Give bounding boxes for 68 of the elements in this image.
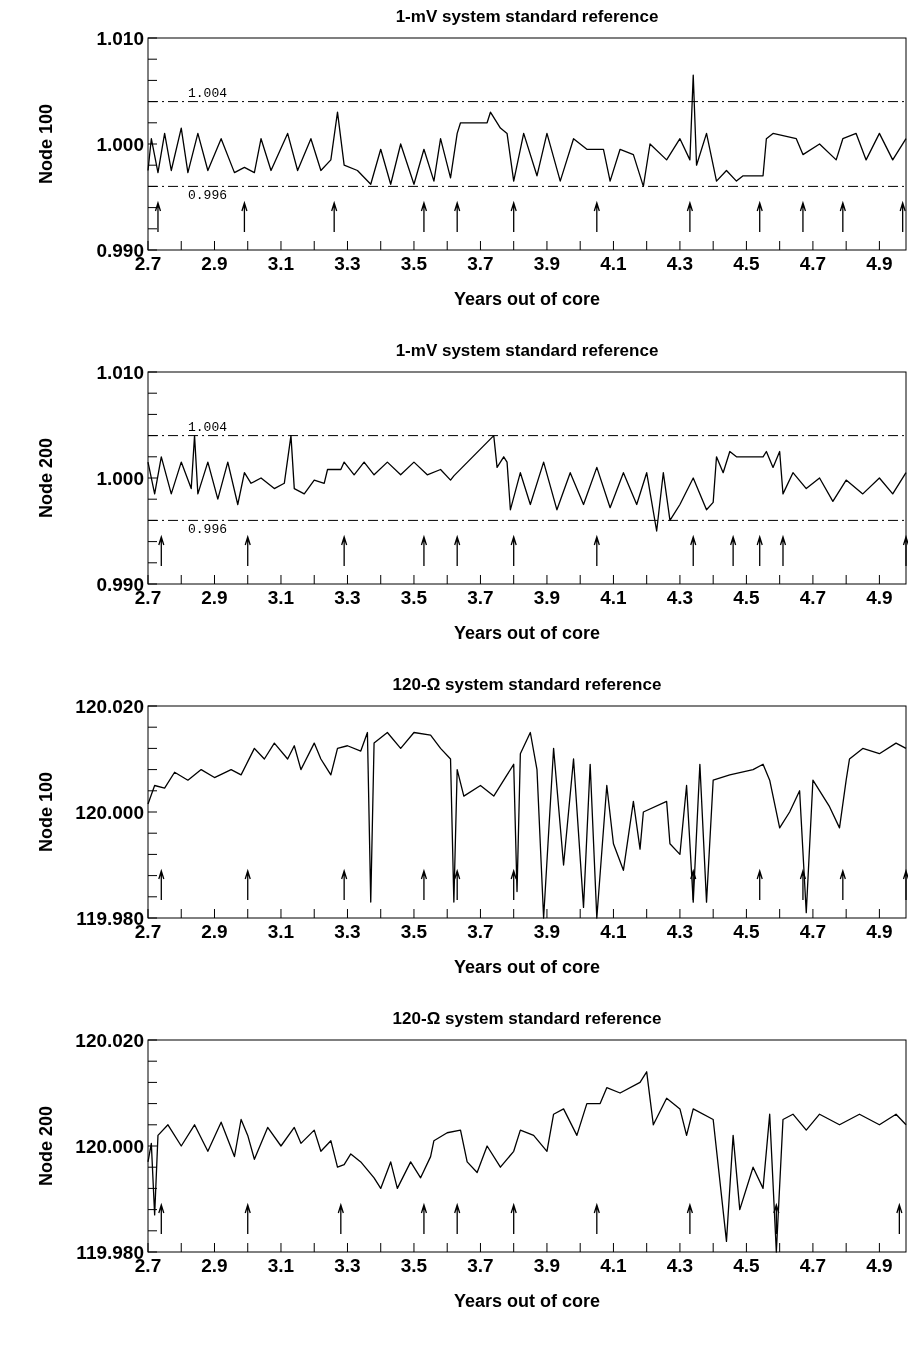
y-tick-label: 120.020 xyxy=(75,696,144,717)
x-axis-title: Years out of core xyxy=(453,289,601,309)
x-tick-label: 3.5 xyxy=(400,253,428,274)
x-tick-label: 3.7 xyxy=(467,253,494,274)
x-tick-label: 4.3 xyxy=(666,587,694,608)
x-tick-label: 4.9 xyxy=(866,921,893,942)
x-tick-label: 4.5 xyxy=(733,587,761,608)
x-tick-label: 4.5 xyxy=(733,253,761,274)
y-tick-label: 1.010 xyxy=(96,362,144,383)
x-tick-label: 3.5 xyxy=(400,1255,428,1276)
x-tick-label: 4.1 xyxy=(600,921,628,942)
ref-line-label: 0.996 xyxy=(188,522,228,538)
x-tick-label: 4.3 xyxy=(666,253,694,274)
x-tick-label: 3.5 xyxy=(400,921,428,942)
x-tick-label: 4.9 xyxy=(866,1255,893,1276)
x-tick-label: 3.3 xyxy=(334,253,361,274)
y-axis-title: Node 200 xyxy=(36,1105,56,1187)
chart-title: 120-Ω system standard reference xyxy=(392,1009,662,1028)
x-tick-label: 3.9 xyxy=(533,921,561,942)
chart-title: 1-mV system standard reference xyxy=(395,7,659,26)
x-axis-title: Years out of core xyxy=(453,623,601,643)
x-axis-title: Years out of core xyxy=(453,1291,601,1311)
x-tick-label: 4.9 xyxy=(866,253,893,274)
x-tick-label: 4.7 xyxy=(799,1255,827,1276)
x-tick-label: 4.7 xyxy=(799,253,827,274)
chart-title: 1-mV system standard reference xyxy=(395,341,659,360)
x-tick-label: 3.9 xyxy=(533,253,561,274)
ref-line-label: 0.996 xyxy=(188,188,228,204)
ref-line-label: 1.004 xyxy=(188,85,228,101)
x-tick-label: 3.1 xyxy=(267,921,295,942)
y-tick-label: 1.000 xyxy=(96,134,144,155)
x-axis-title: Years out of core xyxy=(453,957,601,977)
x-tick-label: 3.3 xyxy=(334,1255,361,1276)
y-tick-label: 120.000 xyxy=(75,1136,144,1157)
x-tick-label: 4.1 xyxy=(600,253,628,274)
y-tick-label: 120.000 xyxy=(75,802,144,823)
y-tick-label: 120.020 xyxy=(75,1030,144,1051)
x-tick-label: 3.3 xyxy=(334,921,361,942)
x-tick-label: 4.7 xyxy=(799,587,827,608)
y-axis-title: Node 100 xyxy=(36,103,56,185)
x-tick-label: 4.9 xyxy=(866,587,893,608)
y-axis-title: Node 100 xyxy=(36,771,56,853)
x-tick-label: 4.3 xyxy=(666,921,694,942)
x-tick-label: 3.9 xyxy=(533,1255,561,1276)
y-tick-label: 1.000 xyxy=(96,468,144,489)
x-tick-label: 4.1 xyxy=(600,1255,628,1276)
x-tick-label: 4.5 xyxy=(733,1255,761,1276)
y-tick-label: 1.010 xyxy=(96,28,144,49)
x-tick-label: 3.1 xyxy=(267,587,295,608)
x-tick-label: 2.9 xyxy=(201,587,228,608)
chart-title: 120-Ω system standard reference xyxy=(392,675,662,694)
ref-line-label: 1.004 xyxy=(188,419,228,435)
x-tick-label: 2.9 xyxy=(201,921,228,942)
x-tick-label: 3.9 xyxy=(533,587,561,608)
x-tick-label: 3.1 xyxy=(267,1255,295,1276)
x-tick-label: 3.5 xyxy=(400,587,428,608)
x-tick-label: 4.1 xyxy=(600,587,628,608)
x-tick-label: 3.7 xyxy=(467,1255,494,1276)
x-tick-label: 3.1 xyxy=(267,253,295,274)
x-tick-label: 4.7 xyxy=(799,921,827,942)
x-tick-label: 2.9 xyxy=(201,253,228,274)
x-tick-label: 4.5 xyxy=(733,921,761,942)
x-tick-label: 3.3 xyxy=(334,587,361,608)
x-tick-label: 3.7 xyxy=(467,921,494,942)
x-tick-label: 4.3 xyxy=(666,1255,694,1276)
x-tick-label: 2.9 xyxy=(201,1255,228,1276)
y-axis-title: Node 200 xyxy=(36,437,56,519)
x-tick-label: 3.7 xyxy=(467,587,494,608)
